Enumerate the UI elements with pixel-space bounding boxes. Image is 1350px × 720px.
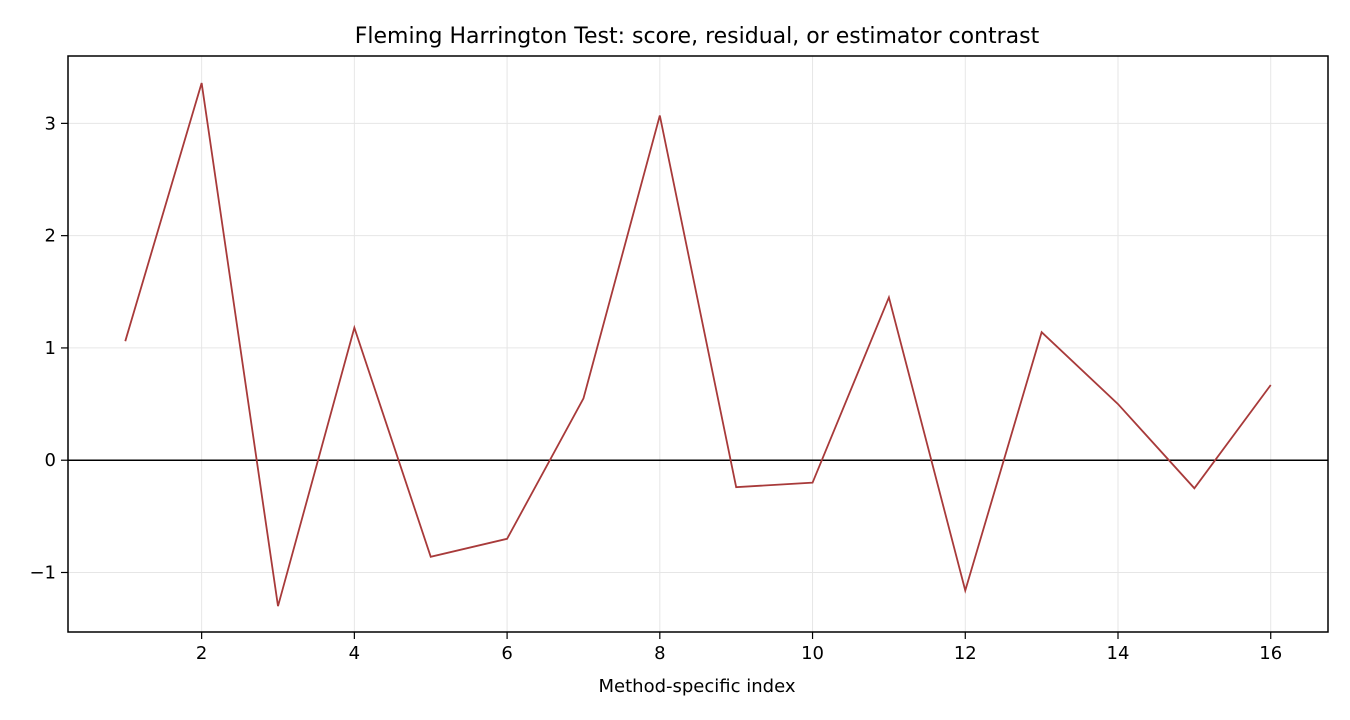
x-tick-label: 16 (1259, 643, 1282, 664)
y-tick-label: 1 (45, 338, 56, 359)
chart-title: Fleming Harrington Test: score, residual… (355, 24, 1040, 49)
y-tick-label: 0 (45, 450, 56, 471)
grid (68, 56, 1328, 632)
y-tick-label: −1 (29, 562, 56, 583)
plot-frame (67, 55, 1329, 633)
x-tick-label: 10 (801, 643, 824, 664)
y-tick-label: 3 (45, 113, 56, 134)
x-axis-label: Method-specific index (599, 676, 796, 697)
x-tick-label: 12 (954, 643, 977, 664)
x-tick-label: 14 (1107, 643, 1130, 664)
x-axis: 2 4 6 8 10 12 14 16 (196, 632, 1282, 664)
series-layer (124, 82, 1272, 607)
x-tick-label: 8 (654, 643, 665, 664)
series-line (124, 82, 1272, 607)
x-tick-label: 2 (196, 643, 207, 664)
x-tick-label: 4 (349, 643, 360, 664)
y-tick-label: 2 (45, 226, 56, 247)
y-axis: −1 0 1 2 3 (29, 113, 68, 583)
x-tick-label: 6 (501, 643, 512, 664)
